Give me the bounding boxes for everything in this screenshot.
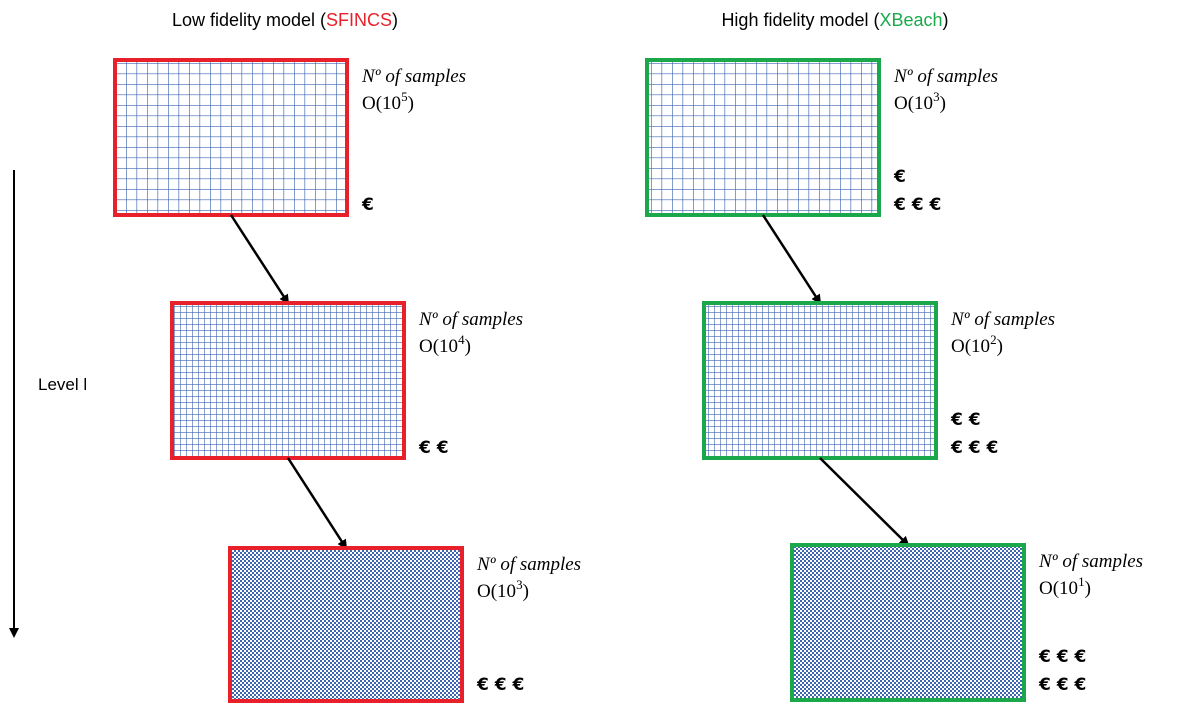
sample-order: O(103) (477, 577, 529, 602)
cost-label: € (361, 195, 374, 215)
level-arrow (761, 214, 822, 305)
order-base: O(10 (894, 93, 933, 114)
cost-label: € € € (1038, 647, 1086, 667)
order-exponent: 2 (990, 332, 997, 347)
order-base: O(10 (1039, 578, 1078, 599)
samples-label: Nº of samples (950, 309, 1055, 330)
order-exponent: 3 (516, 577, 523, 592)
order-close: ) (1085, 578, 1091, 599)
order-close: ) (408, 93, 414, 114)
column-title: High fidelity model (XBeach) (721, 10, 948, 30)
level-arrow (286, 457, 348, 550)
samples-label: Nº of samples (361, 66, 466, 87)
sample-order: O(105) (362, 89, 414, 114)
cost-label: € (893, 167, 906, 187)
samples-label: Nº of samples (418, 309, 523, 330)
title-prefix: Low fidelity model ( (172, 10, 326, 30)
sample-order: O(101) (1039, 574, 1091, 599)
order-base: O(10 (419, 336, 458, 357)
order-base: O(10 (951, 336, 990, 357)
title-prefix: High fidelity model ( (721, 10, 879, 30)
model-name: SFINCS (326, 10, 392, 30)
grid-box (170, 301, 406, 460)
order-close: ) (940, 93, 946, 114)
cost-label: € € (418, 438, 449, 458)
grid-box (113, 58, 349, 217)
sample-order: O(102) (951, 332, 1003, 357)
order-close: ) (465, 336, 471, 357)
sample-order: O(103) (894, 89, 946, 114)
cost-label: € € € (476, 675, 524, 695)
cost-label: € € € (1038, 675, 1086, 695)
level-arrow (819, 457, 910, 547)
order-close: ) (997, 336, 1003, 357)
order-base: O(10 (362, 93, 401, 114)
order-close: ) (523, 581, 529, 602)
cost-label: € € € (893, 195, 941, 215)
grid-box (702, 301, 938, 460)
order-exponent: 3 (933, 89, 940, 104)
level-arrow (229, 214, 290, 305)
samples-label: Nº of samples (893, 66, 998, 87)
level-label: Level l (38, 375, 87, 394)
grid-box (645, 58, 881, 217)
sample-order: O(104) (419, 332, 471, 357)
model-name: XBeach (880, 10, 943, 30)
samples-label: Nº of samples (476, 554, 581, 575)
cost-label: € € € (950, 438, 998, 458)
title-suffix: ) (392, 10, 398, 30)
column-title: Low fidelity model (SFINCS) (172, 10, 398, 30)
title-suffix: ) (943, 10, 949, 30)
grid-box (228, 546, 464, 703)
cost-label: € € (950, 410, 981, 430)
order-exponent: 1 (1078, 574, 1085, 589)
grid-box (790, 543, 1026, 702)
order-base: O(10 (477, 581, 516, 602)
samples-label: Nº of samples (1038, 551, 1143, 572)
order-exponent: 4 (458, 332, 465, 347)
order-exponent: 5 (401, 89, 408, 104)
